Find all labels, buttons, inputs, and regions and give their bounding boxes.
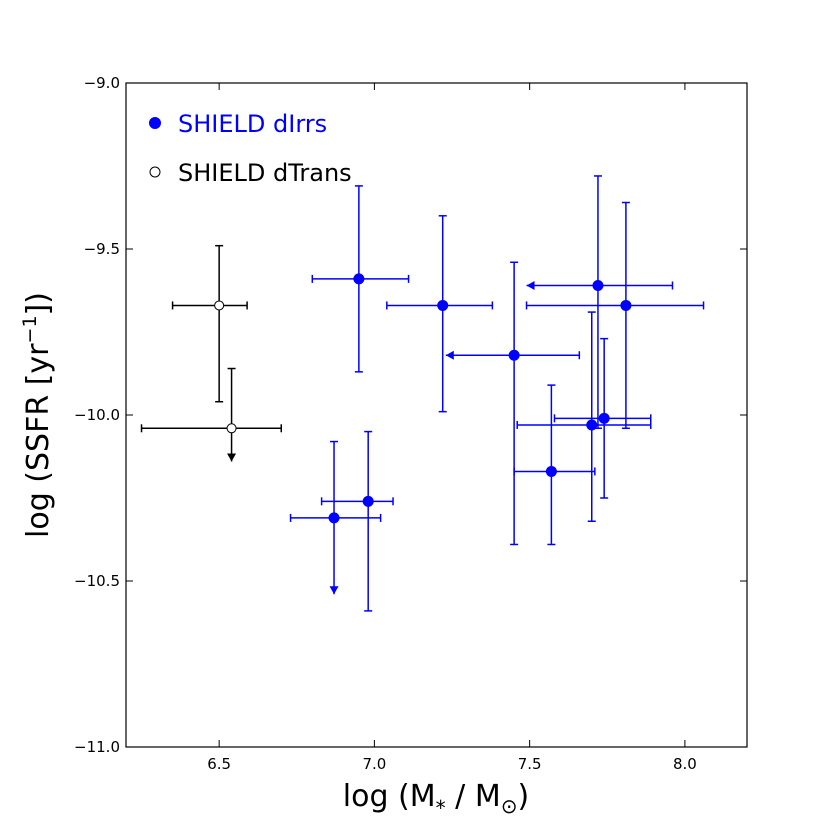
data-point — [545, 465, 557, 477]
data-point — [226, 423, 237, 434]
data-point — [592, 280, 604, 292]
legend-label: SHIELD dTrans — [178, 159, 352, 187]
y-tick-label: −10.0 — [74, 406, 120, 424]
x-axis-label-mid: / M — [446, 779, 501, 814]
data-point — [437, 299, 449, 311]
data-point — [508, 349, 520, 361]
upper-limit-arrow — [329, 586, 339, 595]
data-point — [362, 495, 374, 507]
data-point — [586, 419, 598, 431]
x-tick-label: 8.0 — [673, 755, 697, 773]
data-point — [598, 412, 610, 424]
y-axis-label-sup: −1 — [19, 315, 41, 343]
series-1 — [140, 244, 282, 462]
y-axis-label-main: log (SSFR [yr — [21, 343, 56, 538]
data-point — [353, 273, 365, 285]
data-point — [214, 300, 225, 311]
upper-limit-arrow — [526, 281, 535, 291]
x-axis-label-star: * — [436, 796, 446, 820]
legend-label: SHIELD dIrrs — [178, 110, 327, 138]
x-axis-label-main: log (M — [343, 779, 436, 814]
y-axis-label-end: ]) — [21, 292, 56, 315]
x-tick-label: 6.5 — [207, 755, 231, 773]
y-tick-label: −10.5 — [74, 572, 120, 590]
y-axis-label: log (SSFR [yr−1]) — [19, 292, 56, 538]
y-tick-label: −11.0 — [74, 738, 120, 756]
data-point — [328, 512, 340, 524]
x-tick-label: 7.0 — [362, 755, 386, 773]
axis-ticks: 6.5 7.0 7.5 8.0 −11.0 −10.5 −10.0 −9.5 −9.0 — [74, 74, 747, 773]
data-point — [620, 299, 632, 311]
upper-limit-arrow — [227, 453, 237, 462]
x-axis-label: log (M* / M⊙) — [343, 779, 529, 820]
chart-marks — [140, 175, 705, 612]
legend-marker — [149, 117, 161, 129]
x-tick-label: 7.5 — [518, 755, 542, 773]
series-0 — [289, 175, 705, 612]
legend-marker — [149, 166, 161, 178]
x-axis-label-sun: ⊙ — [501, 794, 518, 818]
legend: SHIELD dIrrs SHIELD dTrans — [149, 110, 352, 187]
upper-limit-arrow — [445, 350, 454, 360]
y-tick-label: −9.5 — [84, 240, 120, 258]
y-tick-label: −9.0 — [84, 74, 120, 92]
x-axis-label-end: ) — [517, 779, 529, 814]
